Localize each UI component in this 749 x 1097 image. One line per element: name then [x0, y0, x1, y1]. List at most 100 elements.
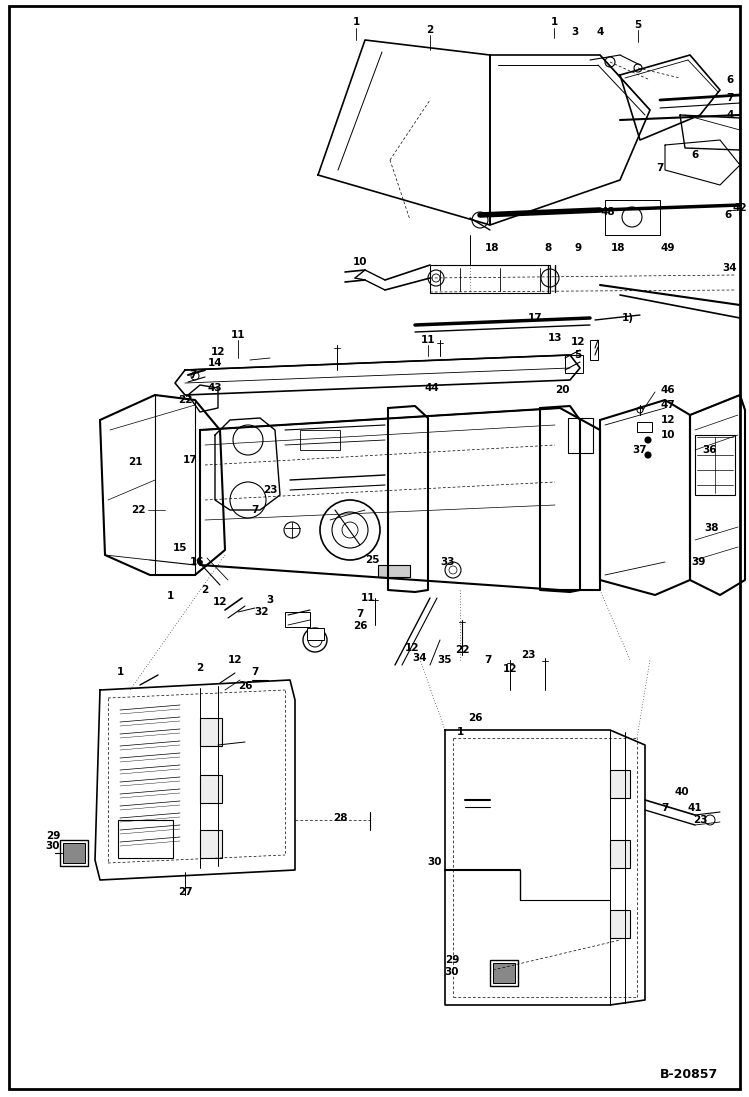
Bar: [610, 770, 630, 798]
Bar: [300, 430, 340, 450]
Text: 17: 17: [528, 313, 542, 323]
Text: 2: 2: [426, 25, 434, 35]
Text: 7: 7: [656, 163, 664, 173]
Text: 42: 42: [733, 203, 748, 213]
Text: 12: 12: [571, 337, 585, 347]
Bar: [568, 418, 593, 453]
Text: 1: 1: [456, 727, 464, 737]
Bar: [430, 265, 550, 293]
Text: 11: 11: [361, 593, 375, 603]
Bar: [118, 819, 173, 858]
Text: 30: 30: [46, 841, 60, 851]
Text: 7: 7: [485, 655, 491, 665]
Text: 7: 7: [252, 505, 258, 514]
Bar: [200, 719, 222, 746]
Text: 37: 37: [633, 445, 647, 455]
Text: 29: 29: [445, 955, 459, 965]
Text: 7: 7: [661, 803, 669, 813]
Bar: [590, 340, 598, 360]
Text: 18: 18: [485, 244, 500, 253]
Text: 23: 23: [693, 815, 707, 825]
Bar: [60, 840, 88, 866]
Bar: [285, 612, 310, 627]
Text: 43: 43: [207, 383, 222, 393]
Text: 2: 2: [201, 585, 209, 595]
Text: 27: 27: [178, 887, 192, 897]
Text: 5: 5: [574, 350, 582, 360]
Text: 12: 12: [503, 664, 518, 674]
Text: 23: 23: [521, 651, 536, 660]
Text: 5: 5: [634, 20, 642, 30]
Text: 17: 17: [183, 455, 197, 465]
Text: 12: 12: [404, 643, 419, 653]
Text: 16: 16: [189, 557, 204, 567]
Bar: [605, 200, 660, 235]
Text: 35: 35: [437, 655, 452, 665]
Text: 6: 6: [691, 150, 699, 160]
Text: 3: 3: [571, 27, 579, 37]
Text: 12: 12: [228, 655, 242, 665]
Text: 1: 1: [352, 16, 360, 27]
Text: 46: 46: [661, 385, 676, 395]
Bar: [610, 911, 630, 938]
Text: 2: 2: [196, 663, 204, 672]
Text: 21: 21: [128, 457, 142, 467]
Text: 1: 1: [116, 667, 124, 677]
Text: 6: 6: [727, 75, 733, 84]
Text: 26: 26: [353, 621, 367, 631]
Text: 32: 32: [255, 607, 269, 617]
Text: 7: 7: [252, 667, 258, 677]
Text: B-20857: B-20857: [660, 1067, 718, 1081]
Text: 44: 44: [425, 383, 440, 393]
Text: 10: 10: [353, 257, 367, 267]
Text: 22: 22: [178, 395, 192, 405]
Text: 26: 26: [237, 681, 252, 691]
Text: 11: 11: [421, 335, 435, 344]
Bar: [200, 774, 222, 803]
Text: 3: 3: [267, 595, 273, 606]
Text: 1): 1): [622, 313, 634, 323]
Text: 12: 12: [661, 415, 676, 425]
Text: 41: 41: [688, 803, 703, 813]
Text: 33: 33: [440, 557, 455, 567]
Text: 15: 15: [173, 543, 187, 553]
Text: 4: 4: [596, 27, 604, 37]
Circle shape: [645, 452, 651, 459]
Text: 47: 47: [661, 400, 676, 410]
Text: 38: 38: [705, 523, 719, 533]
Text: 30: 30: [445, 966, 459, 977]
Text: 34: 34: [413, 653, 428, 663]
Text: 28: 28: [333, 813, 348, 823]
Text: 6: 6: [724, 210, 732, 220]
Text: 7: 7: [189, 370, 197, 380]
Bar: [695, 436, 735, 495]
Bar: [378, 565, 410, 577]
Text: 34: 34: [723, 263, 737, 273]
Text: 39: 39: [691, 557, 706, 567]
Text: 1: 1: [166, 591, 174, 601]
Text: 11: 11: [231, 330, 245, 340]
Bar: [200, 830, 222, 858]
Text: 40: 40: [675, 787, 689, 798]
Text: 9: 9: [574, 244, 581, 253]
Text: 49: 49: [661, 244, 676, 253]
Circle shape: [645, 437, 651, 443]
Text: 8: 8: [545, 244, 551, 253]
Text: 12: 12: [213, 597, 227, 607]
Text: 1: 1: [551, 16, 557, 27]
Bar: [490, 960, 518, 986]
Bar: [565, 355, 583, 373]
Text: 18: 18: [610, 244, 625, 253]
Bar: [610, 840, 630, 868]
Text: 13: 13: [548, 333, 562, 343]
Text: 12: 12: [210, 347, 225, 357]
Bar: [493, 963, 515, 983]
Text: 14: 14: [207, 358, 222, 367]
Text: 7: 7: [727, 93, 734, 103]
Text: 48: 48: [601, 207, 616, 217]
Bar: [307, 627, 324, 640]
Text: 20: 20: [555, 385, 569, 395]
Text: 30: 30: [428, 857, 442, 867]
Text: 26: 26: [467, 713, 482, 723]
Text: 29: 29: [46, 832, 60, 841]
